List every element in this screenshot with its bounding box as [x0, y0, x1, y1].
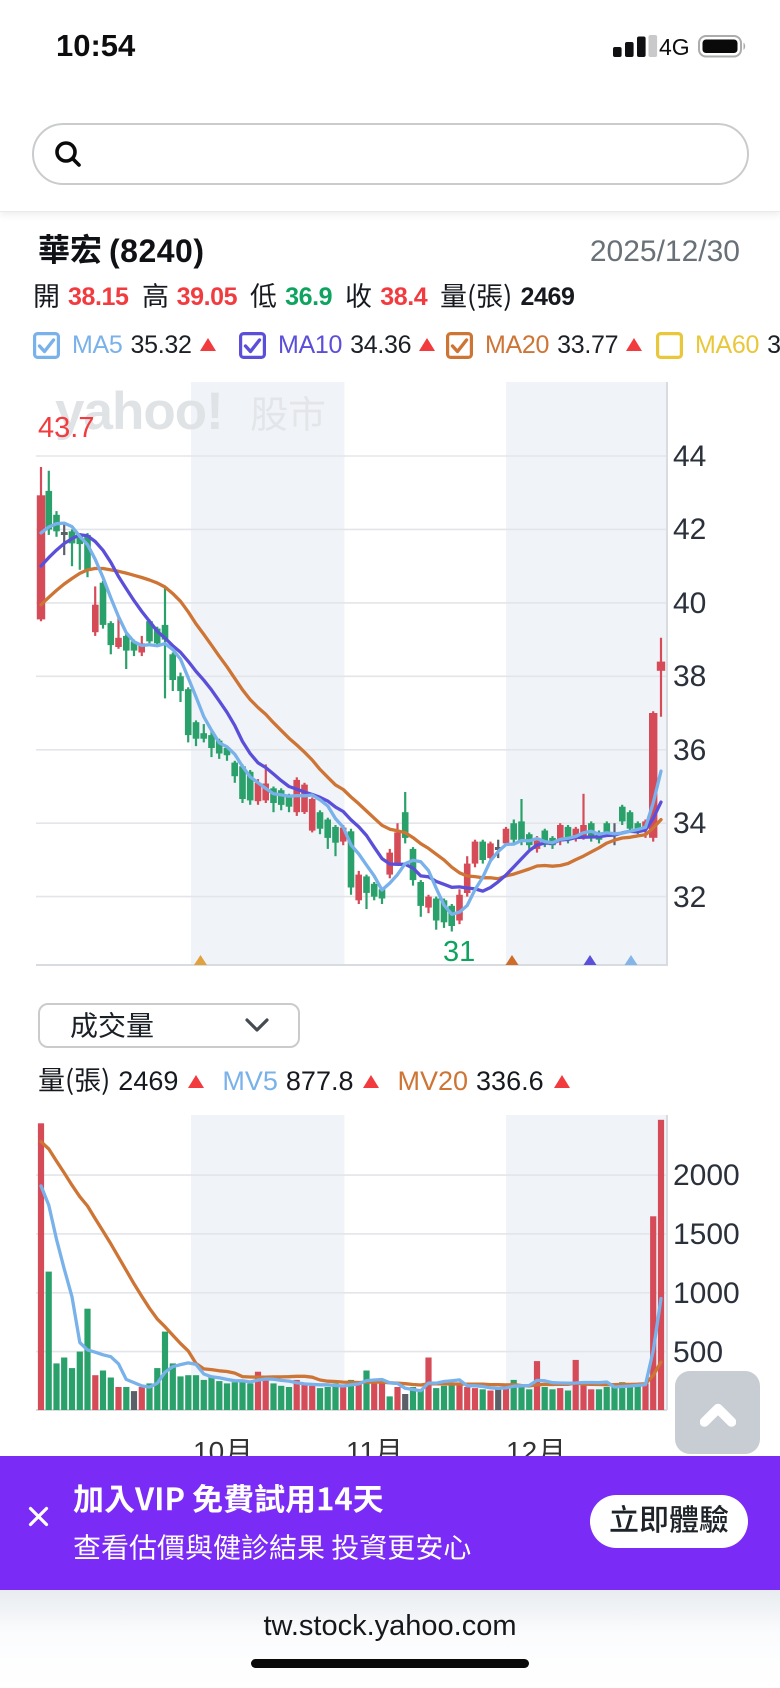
svg-text:1000: 1000 — [673, 1277, 740, 1310]
svg-text:31: 31 — [443, 936, 475, 968]
svg-text:42: 42 — [673, 513, 706, 546]
svg-text:500: 500 — [673, 1336, 723, 1369]
svg-text:yahoo!: yahoo! — [55, 382, 223, 441]
svg-text:40: 40 — [673, 587, 706, 620]
svg-text:43.7: 43.7 — [38, 412, 94, 444]
svg-text:1500: 1500 — [673, 1218, 740, 1251]
svg-text:44: 44 — [673, 440, 706, 473]
svg-text:2000: 2000 — [673, 1159, 740, 1192]
svg-text:38: 38 — [673, 660, 706, 693]
svg-text:32: 32 — [673, 881, 706, 914]
svg-text:36: 36 — [673, 734, 706, 767]
svg-text:34: 34 — [673, 807, 706, 840]
